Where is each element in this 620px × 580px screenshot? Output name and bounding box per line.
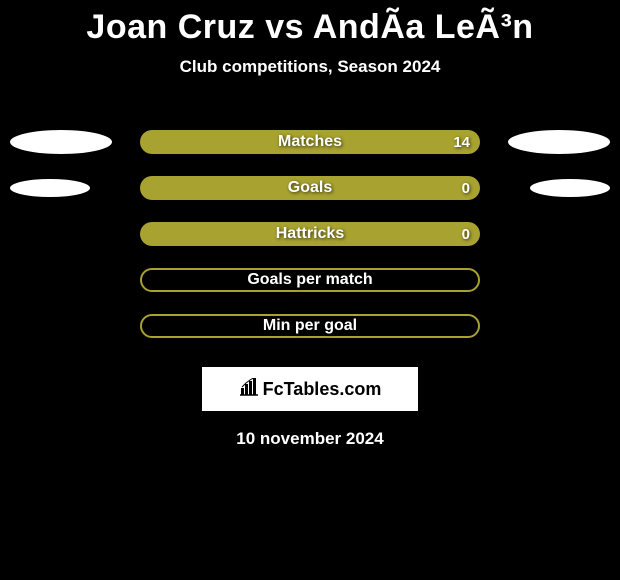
stat-row: Matches14 bbox=[0, 119, 620, 165]
stat-label: Hattricks bbox=[140, 225, 480, 243]
stats-block: Matches14Goals0Hattricks0Goals per match… bbox=[0, 119, 620, 349]
stat-row: Goals0 bbox=[0, 165, 620, 211]
page-subtitle: Club competitions, Season 2024 bbox=[0, 57, 620, 77]
stat-label: Min per goal bbox=[142, 317, 478, 335]
stat-label: Goals bbox=[140, 179, 480, 197]
date-label: 10 november 2024 bbox=[0, 429, 620, 449]
stat-bar: Hattricks0 bbox=[140, 222, 480, 246]
stat-bar: Goals0 bbox=[140, 176, 480, 200]
stat-row: Min per goal bbox=[0, 303, 620, 349]
stat-value-right: 0 bbox=[462, 180, 470, 197]
brand-text: FcTables.com bbox=[263, 379, 382, 400]
metric-ellipse-left bbox=[10, 130, 112, 154]
stat-row: Hattricks0 bbox=[0, 211, 620, 257]
metric-ellipse-left bbox=[10, 179, 90, 197]
brand-box: FcTables.com bbox=[202, 367, 418, 411]
stat-label: Matches bbox=[140, 133, 480, 151]
stat-label: Goals per match bbox=[142, 271, 478, 289]
metric-ellipse-right bbox=[508, 130, 610, 154]
stat-bar: Goals per match bbox=[140, 268, 480, 292]
stat-row: Goals per match bbox=[0, 257, 620, 303]
brand-label: FcTables.com bbox=[239, 378, 382, 401]
page-title: Joan Cruz vs AndÃ­a LeÃ³n bbox=[0, 0, 620, 47]
metric-ellipse-right bbox=[530, 179, 610, 197]
stat-bar: Min per goal bbox=[140, 314, 480, 338]
stat-value-right: 14 bbox=[453, 134, 470, 151]
comparison-infographic: Joan Cruz vs AndÃ­a LeÃ³n Club competiti… bbox=[0, 0, 620, 449]
bar-chart-icon bbox=[239, 378, 259, 401]
stat-value-right: 0 bbox=[462, 226, 470, 243]
stat-bar: Matches14 bbox=[140, 130, 480, 154]
